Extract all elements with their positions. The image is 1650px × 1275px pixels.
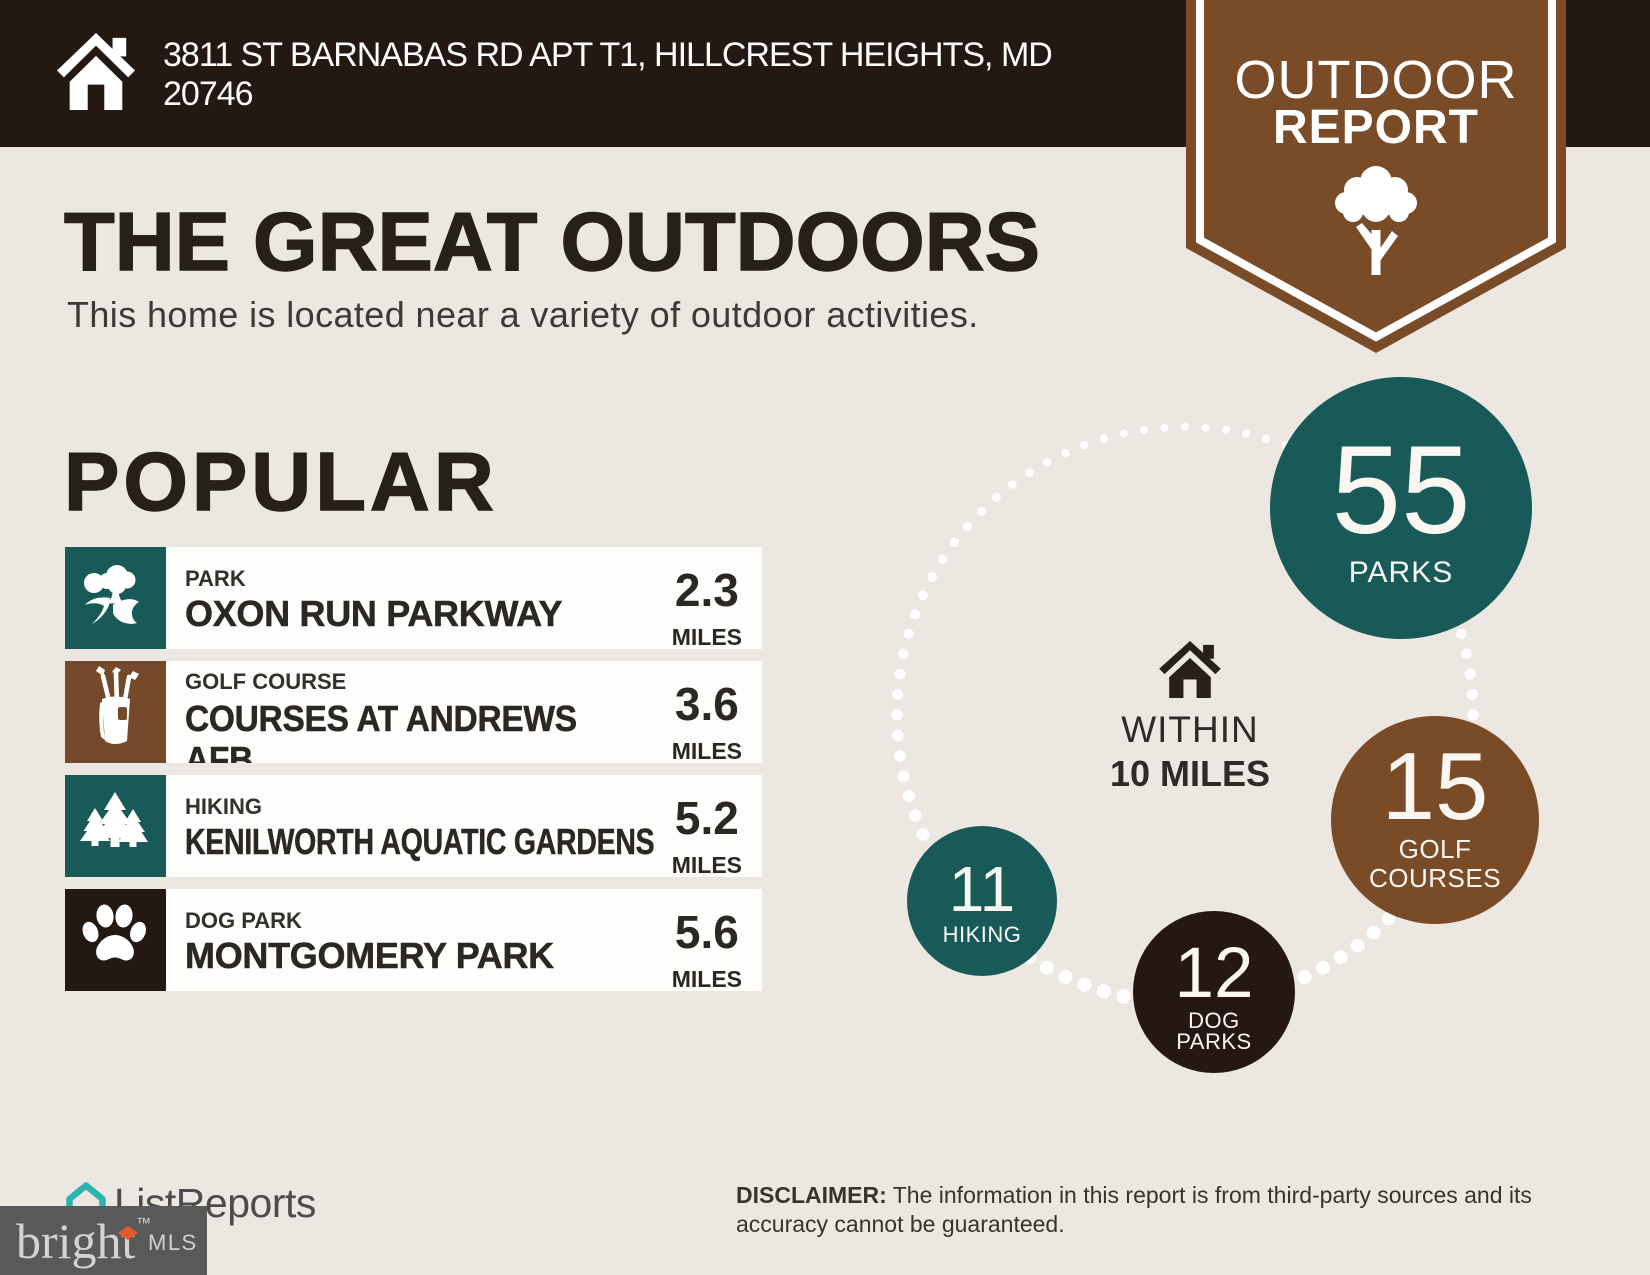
svg-text:OUTDOOR: OUTDOOR bbox=[1235, 50, 1518, 110]
svg-text:REPORT: REPORT bbox=[1273, 101, 1479, 154]
